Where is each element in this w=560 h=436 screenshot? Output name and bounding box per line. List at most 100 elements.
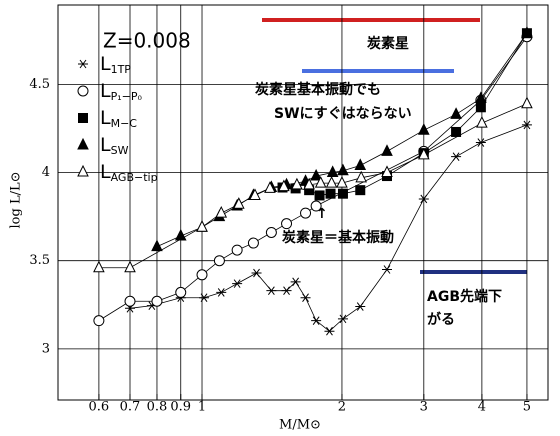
x-tick-label: 0.8 <box>147 400 168 415</box>
point <box>93 260 105 273</box>
point <box>314 175 327 188</box>
point <box>300 207 312 219</box>
point <box>311 316 322 325</box>
x-tick-label: 4 <box>478 400 486 415</box>
x-tick-label: 3 <box>420 400 428 415</box>
plot-frame <box>57 4 549 401</box>
legend-label: LP₁−P₀ <box>100 80 142 104</box>
point <box>451 152 462 161</box>
point <box>381 265 392 274</box>
legend-subscript: 1TP <box>111 63 132 76</box>
point <box>417 123 430 135</box>
y-tick-label: 4.5 <box>29 77 50 92</box>
legend-name: L <box>100 107 111 129</box>
point <box>355 185 366 196</box>
legend-marker <box>78 59 88 69</box>
point <box>216 288 227 297</box>
point <box>355 302 366 311</box>
point <box>213 255 225 267</box>
legend-name: L <box>100 53 111 75</box>
point <box>124 295 136 307</box>
legend-name: L <box>100 134 111 156</box>
legend-subscript: SW <box>111 144 129 157</box>
point <box>418 194 429 204</box>
annotation: 炭素星 <box>367 35 409 52</box>
point <box>325 175 338 188</box>
point <box>451 126 462 137</box>
legend-marker <box>77 85 89 97</box>
point <box>304 185 315 196</box>
point <box>521 26 533 38</box>
x-tick-label: 2 <box>338 400 346 415</box>
point <box>249 188 261 200</box>
annotation: AGB先端下 <box>427 288 502 305</box>
annotation: がる <box>427 311 455 328</box>
point <box>233 197 245 209</box>
point <box>290 277 301 287</box>
point <box>278 179 290 192</box>
point <box>199 293 210 303</box>
point <box>381 165 393 178</box>
point <box>475 138 486 147</box>
point <box>266 286 277 295</box>
point <box>247 237 259 249</box>
point <box>264 181 276 193</box>
point <box>324 326 335 336</box>
point <box>521 120 532 130</box>
point <box>337 188 348 199</box>
x-tick-label: 0.6 <box>89 400 110 415</box>
point <box>417 147 430 160</box>
point <box>355 170 367 183</box>
point <box>337 163 349 176</box>
point <box>196 269 208 281</box>
point <box>310 168 322 181</box>
point <box>336 175 348 188</box>
legend-marker <box>78 113 88 123</box>
point <box>314 190 325 201</box>
y-tick-label: 3 <box>42 341 50 356</box>
point <box>475 102 486 113</box>
point <box>215 205 228 218</box>
point <box>521 96 533 109</box>
point <box>93 315 105 327</box>
annotation: 炭素星基本振動でも <box>255 81 381 98</box>
point <box>300 293 311 303</box>
legend-marker <box>77 137 89 150</box>
annotation-arrow: ↑ <box>316 206 328 222</box>
point <box>196 220 208 232</box>
legend-marker <box>77 164 89 177</box>
point <box>231 244 243 256</box>
legend-name: L <box>100 80 111 102</box>
legend-label: LM−C <box>100 107 137 131</box>
point <box>325 188 336 199</box>
point <box>450 107 462 119</box>
point <box>251 268 262 278</box>
point <box>337 314 348 324</box>
point <box>281 218 293 230</box>
point <box>124 260 136 273</box>
point <box>151 295 163 307</box>
point <box>326 165 339 178</box>
point <box>281 286 292 295</box>
legend-subscript: P₁−P₀ <box>111 90 143 103</box>
point <box>381 144 393 156</box>
legend-label: LAGB−tip <box>100 161 158 185</box>
annotation: 炭素星＝基本振動 <box>282 229 394 246</box>
y-tick-label: 3.5 <box>29 253 50 268</box>
legend-subscript: M−C <box>111 117 138 130</box>
point <box>310 200 322 212</box>
series-line <box>129 124 528 332</box>
point <box>354 158 367 170</box>
note: Z=0.008 <box>103 29 191 53</box>
point <box>303 177 315 190</box>
x-tick-label: 0.7 <box>120 400 141 415</box>
y-axis-label: log L/L⊙ <box>9 172 24 229</box>
legend-subscript: AGB−tip <box>111 171 158 184</box>
point <box>175 286 187 298</box>
legend-label: L1TP <box>100 53 131 77</box>
x-axis-label: M/M⊙ <box>279 418 321 433</box>
x-tick-label: 5 <box>523 400 531 415</box>
point <box>476 116 488 128</box>
